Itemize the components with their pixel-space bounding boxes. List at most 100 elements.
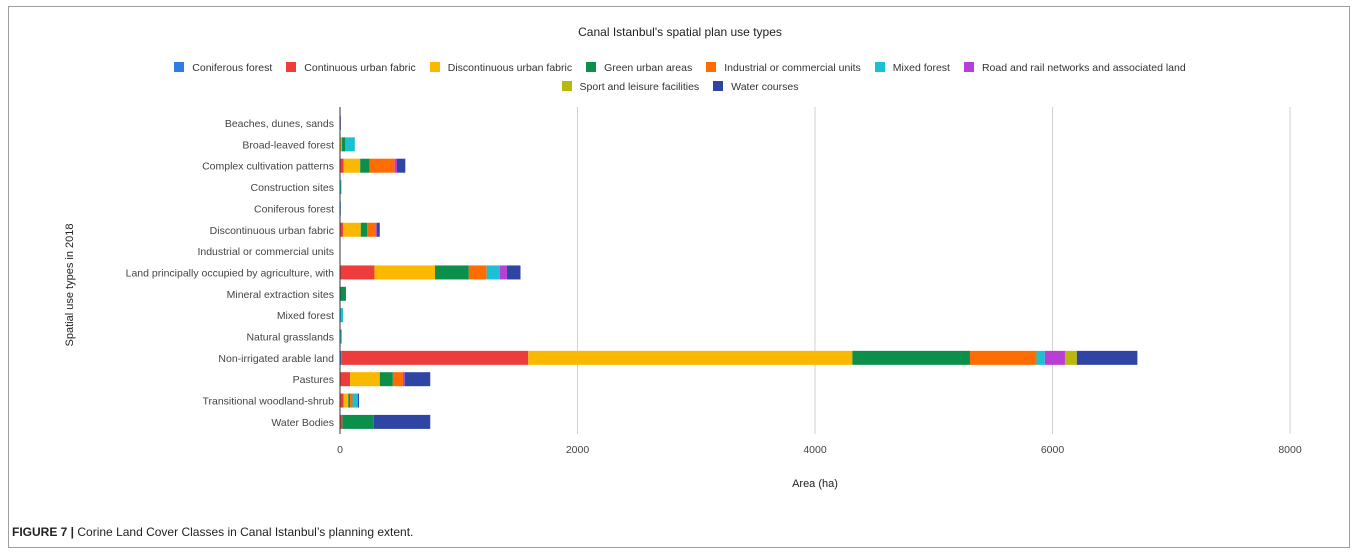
legend-label: Coniferous forest <box>192 62 273 74</box>
bar-segment <box>341 350 529 365</box>
bar-segment <box>404 372 431 387</box>
bar-segment <box>350 372 380 387</box>
legend-item[interactable]: Continuous urban fabric <box>286 59 416 78</box>
bar-segment <box>340 222 343 237</box>
legend-row-2: Sport and leisure facilities Water course… <box>9 78 1351 97</box>
y-tick-label: Broad-leaved forest <box>242 139 334 151</box>
legend-label: Mixed forest <box>892 62 950 74</box>
legend-swatch <box>174 62 185 72</box>
legend-label: Green urban areas <box>604 62 693 74</box>
legend-swatch <box>713 81 724 91</box>
bar-segment <box>340 265 375 280</box>
bar-segment <box>402 372 405 387</box>
legend-label: Road and rail networks and associated la… <box>981 62 1186 74</box>
bar-segment <box>343 158 361 173</box>
bar-segment <box>340 393 344 408</box>
legend-swatch <box>429 62 440 72</box>
legend-swatch <box>874 62 885 72</box>
y-axis-title: Spatial use types in 2018 <box>64 224 76 347</box>
bar-segment <box>340 372 351 387</box>
legend-swatch <box>586 62 597 72</box>
chart-title: Canal Istanbul's spatial plan use types <box>578 25 782 39</box>
legend: Coniferous forest Continuous urban fabric… <box>9 59 1351 97</box>
bar-segment <box>1076 350 1138 365</box>
legend-item[interactable]: Sport and leisure facilities <box>561 78 700 97</box>
legend-label: Industrial or commercial units <box>724 62 861 74</box>
plot-area: 0 2000 4000 6000 8000 Beaches, dunes, sands Br… <box>64 107 1302 490</box>
x-tick-label: 0 <box>337 444 343 456</box>
bar-segment <box>528 350 853 365</box>
bar-segment <box>340 414 343 429</box>
bar-segment <box>468 265 487 280</box>
legend-label: Water courses <box>731 81 799 93</box>
y-tick-label: Construction sites <box>251 182 334 194</box>
chart-frame: Canal Istanbul's spatial plan use types … <box>8 6 1350 548</box>
y-tick-label: Water Bodies <box>271 417 334 429</box>
bar-segment <box>340 350 342 365</box>
bar-segment <box>969 350 1037 365</box>
x-tick-label: 2000 <box>566 444 590 456</box>
y-tick-label: Complex cultivation patterns <box>202 161 334 173</box>
bar-segment <box>357 393 359 408</box>
legend-item[interactable]: Road and rail networks and associated la… <box>963 59 1186 78</box>
figure-caption: FIGURE 7 | Corine Land Cover Classes in … <box>12 525 413 539</box>
y-tick-label: Natural grasslands <box>246 332 334 344</box>
legend-label: Sport and leisure facilities <box>579 81 700 93</box>
legend-swatch <box>286 62 297 72</box>
y-tick-label: Mixed forest <box>277 310 334 322</box>
legend-swatch <box>706 62 717 72</box>
bar-segment <box>852 350 970 365</box>
bar-segment <box>360 222 368 237</box>
bar-segment <box>340 137 342 152</box>
x-tick-label: 8000 <box>1278 444 1302 456</box>
legend-swatch <box>561 81 572 91</box>
legend-item[interactable]: Industrial or commercial units <box>706 59 861 78</box>
bar-segment <box>340 308 343 323</box>
bar-segment <box>499 265 507 280</box>
x-tick-label: 4000 <box>803 444 827 456</box>
legend-row-1: Coniferous forest Continuous urban fabric… <box>9 59 1351 78</box>
bar-segment <box>340 286 346 301</box>
legend-swatch <box>963 62 974 72</box>
legend-item[interactable]: Coniferous forest <box>174 59 272 78</box>
bar-segment <box>340 329 342 344</box>
bar-segment <box>367 222 376 237</box>
y-tick-label: Industrial or commercial units <box>197 246 334 258</box>
bar-segment <box>397 158 406 173</box>
y-tick-label: Mineral extraction sites <box>227 289 334 301</box>
bar-segment <box>343 393 349 408</box>
bar-segment <box>369 158 395 173</box>
bar-segment <box>394 158 397 173</box>
bar-segment <box>340 158 344 173</box>
y-tick-label: Non-irrigated arable land <box>218 353 334 365</box>
bar-segment <box>1044 350 1065 365</box>
bar-segment <box>352 393 358 408</box>
bar-segment <box>486 265 500 280</box>
bar-segment <box>392 372 403 387</box>
legend-item[interactable]: Discontinuous urban fabric <box>429 59 572 78</box>
bar-segment <box>506 265 521 280</box>
bar-segment <box>376 222 380 237</box>
x-tick-label: 6000 <box>1041 444 1065 456</box>
y-tick-label: Transitional woodland-shrub <box>202 396 334 408</box>
bar-segment <box>1064 350 1077 365</box>
bar-segment <box>340 180 342 195</box>
bar-segment <box>342 222 361 237</box>
figure-caption-label: FIGURE 7 | <box>12 525 75 539</box>
x-axis-title: Area (ha) <box>792 478 838 490</box>
bar-segment <box>350 393 353 408</box>
bar-segment <box>360 158 370 173</box>
legend-item[interactable]: Water courses <box>713 78 798 97</box>
bar-segment <box>345 137 355 152</box>
y-tick-label: Pastures <box>293 374 334 386</box>
bar-segment <box>342 414 374 429</box>
legend-item[interactable]: Mixed forest <box>874 59 950 78</box>
y-tick-label: Coniferous forest <box>254 203 334 215</box>
bar-segment <box>374 265 435 280</box>
bar-segment <box>348 393 351 408</box>
figure-caption-text: Corine Land Cover Classes in Canal Istan… <box>74 525 414 539</box>
y-tick-label: Discontinuous urban fabric <box>210 225 334 237</box>
legend-item[interactable]: Green urban areas <box>586 59 692 78</box>
bar-segment <box>435 265 469 280</box>
bar-segment <box>379 372 393 387</box>
